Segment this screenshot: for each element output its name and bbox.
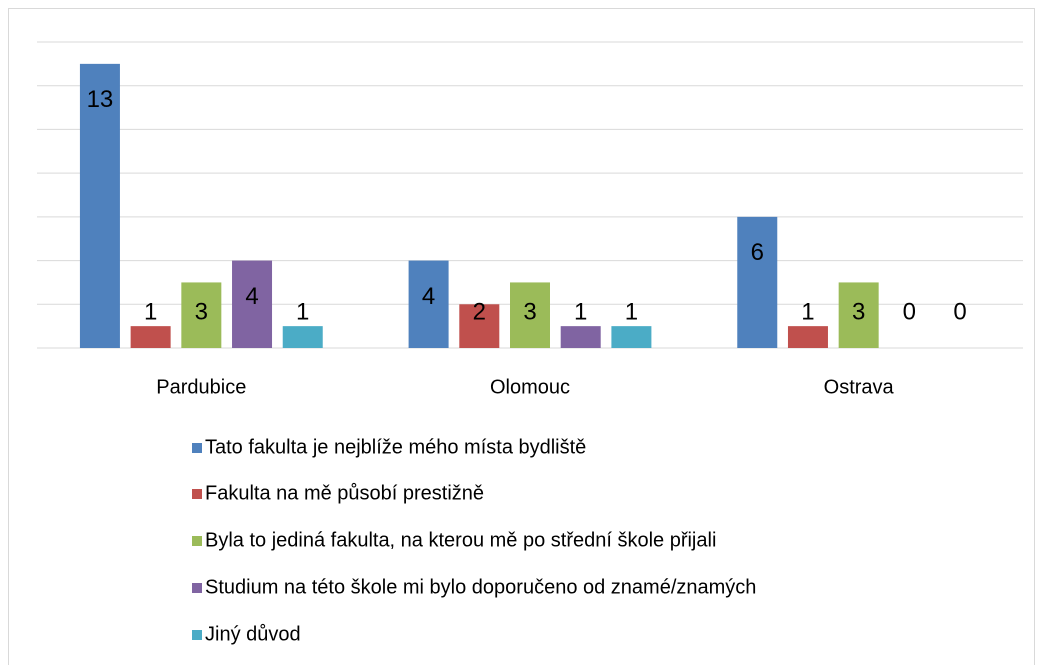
data-label: 4 xyxy=(422,283,435,310)
bar xyxy=(130,326,171,348)
data-label: 0 xyxy=(953,298,966,325)
bar xyxy=(232,260,273,348)
bar xyxy=(838,282,879,348)
data-label: 1 xyxy=(574,298,587,325)
x-tick-label: Ostrava xyxy=(824,376,895,398)
legend-swatch xyxy=(192,630,202,640)
bar xyxy=(737,216,778,348)
bar xyxy=(510,282,550,348)
data-label: 3 xyxy=(523,298,536,325)
data-label: 1 xyxy=(801,298,814,325)
data-label: 2 xyxy=(473,298,486,325)
data-label: 4 xyxy=(245,283,258,310)
legend-label: Fakulta na mě působí prestižně xyxy=(205,482,484,504)
x-tick-label: Olomouc xyxy=(490,376,570,398)
bar xyxy=(611,326,652,348)
bar xyxy=(181,282,222,348)
data-label: 1 xyxy=(625,298,638,325)
bar xyxy=(79,63,120,348)
legend-swatch xyxy=(192,583,202,593)
data-label: 1 xyxy=(296,298,309,325)
bar xyxy=(408,260,449,348)
legend-swatch xyxy=(192,443,202,453)
legend-label: Tato fakulta je nejblíže mého místa bydl… xyxy=(205,436,586,458)
legend-label: Studium na této škole mi bylo doporučeno… xyxy=(205,576,756,598)
legend-swatch xyxy=(192,489,202,499)
bar xyxy=(560,326,601,348)
bar xyxy=(787,326,828,348)
legend-label: Byla to jediná fakulta, na kterou mě po … xyxy=(205,529,716,551)
legend-swatch xyxy=(192,536,202,546)
data-label: 3 xyxy=(195,298,208,325)
bar xyxy=(459,304,500,348)
data-label: 3 xyxy=(852,298,865,325)
data-label: 1 xyxy=(144,298,157,325)
data-label: 0 xyxy=(903,298,916,325)
legend-label: Jiný důvod xyxy=(205,623,301,645)
bar xyxy=(282,326,323,348)
x-tick-label: Pardubice xyxy=(156,376,246,398)
data-label: 13 xyxy=(87,86,114,113)
data-label: 6 xyxy=(751,239,764,266)
